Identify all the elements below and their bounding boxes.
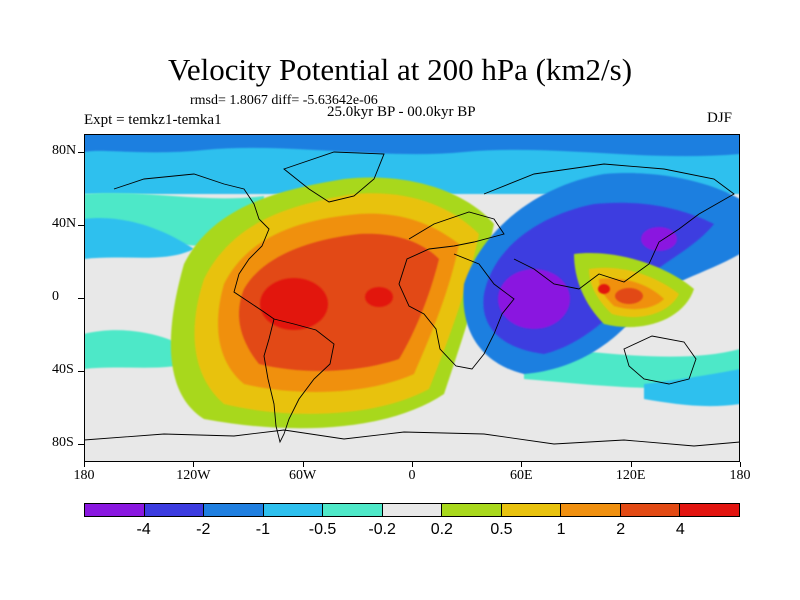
lat-tick (78, 370, 84, 372)
colorbar-bin (501, 504, 562, 516)
americas-red-core (260, 278, 328, 330)
lon-tick-label: 60W (289, 468, 317, 483)
map-frame (84, 134, 740, 462)
lon-tick-label: 0 (408, 468, 416, 483)
lon-tick (740, 462, 741, 467)
colorbar-bin (442, 504, 502, 516)
greenland-coast (283, 151, 385, 203)
lat-tick-label: 40N (52, 216, 77, 232)
colorbar-label: -0.5 (308, 521, 337, 538)
colorbar-label: -4 (136, 521, 151, 538)
lon-tick (84, 462, 85, 467)
lon-tick (193, 462, 195, 467)
season-label: DJF (707, 110, 733, 126)
australia-coast (623, 335, 697, 385)
lat-tick-label: 40S (52, 361, 74, 377)
colorbar-bin (85, 504, 145, 516)
colorbar-bin (263, 504, 324, 516)
lat-tick-label: 80S (52, 434, 74, 450)
colorbar-label: 0.2 (430, 521, 453, 538)
americas-dark-orange-lobe (239, 233, 439, 371)
lon-tick (412, 462, 413, 467)
period-label: 25.0kyr BP - 00.0kyr BP (327, 104, 476, 120)
lat-tick (78, 443, 84, 445)
colorbar-bin (620, 504, 681, 516)
lat-tick-label: 0 (52, 289, 59, 304)
east-asia-purple-core (641, 227, 677, 251)
colorbar-bin (561, 504, 621, 516)
lon-tick-label: 180 (729, 468, 751, 483)
colorbar-bin (144, 504, 205, 516)
plot-title: Velocity Potential at 200 hPa (km2/s) (167, 52, 633, 87)
lon-tick (630, 462, 632, 467)
lon-tick-label: 180 (73, 468, 95, 483)
lat-tick-label: 80N (52, 143, 77, 159)
maritime-red-core (598, 284, 610, 294)
colorbar-bin (204, 504, 264, 516)
lon-tick-label: 120E (615, 468, 646, 483)
colorbar-label: 1 (556, 521, 566, 538)
maritime-dark-orange (615, 288, 643, 304)
colorbar-label: -2 (196, 521, 211, 538)
lat-tick (78, 152, 84, 154)
lat-tick (78, 298, 84, 299)
north-america-coast (113, 173, 275, 320)
lon-tick-label: 60E (510, 468, 533, 483)
colorbar-label: 4 (675, 521, 685, 538)
colorbar (84, 503, 740, 517)
velocity-potential-field (84, 134, 740, 462)
australia-south-band (644, 369, 740, 407)
arctic-band (84, 134, 740, 157)
south-america-coast (263, 318, 335, 444)
stats-label: rmsd= 1.8067 diff= -5.63642e-06 (190, 93, 378, 108)
lon-tick-label: 120W (176, 468, 211, 483)
coastlines (84, 151, 740, 447)
east-pacific-cyan (84, 218, 194, 259)
lon-tick (302, 462, 304, 467)
colorbar-label: -0.2 (368, 521, 396, 538)
colorbar-label: 0.5 (490, 521, 513, 538)
map-panel (84, 134, 740, 462)
experiment-label: Expt = temkz1-temka1 (84, 112, 222, 128)
atlantic-red-core (365, 287, 393, 307)
colorbar-label: 2 (616, 521, 626, 538)
lat-tick (78, 225, 84, 227)
europe-africa-coast (398, 211, 515, 370)
antarctica-coast (84, 429, 740, 447)
colorbar-label: -1 (255, 521, 271, 538)
colorbar-bin (323, 504, 383, 516)
africa-purple-core (498, 269, 570, 329)
asia-coast (483, 163, 735, 290)
colorbar-bin (680, 504, 740, 516)
colorbar-bin (382, 504, 443, 516)
lon-tick (521, 462, 523, 467)
